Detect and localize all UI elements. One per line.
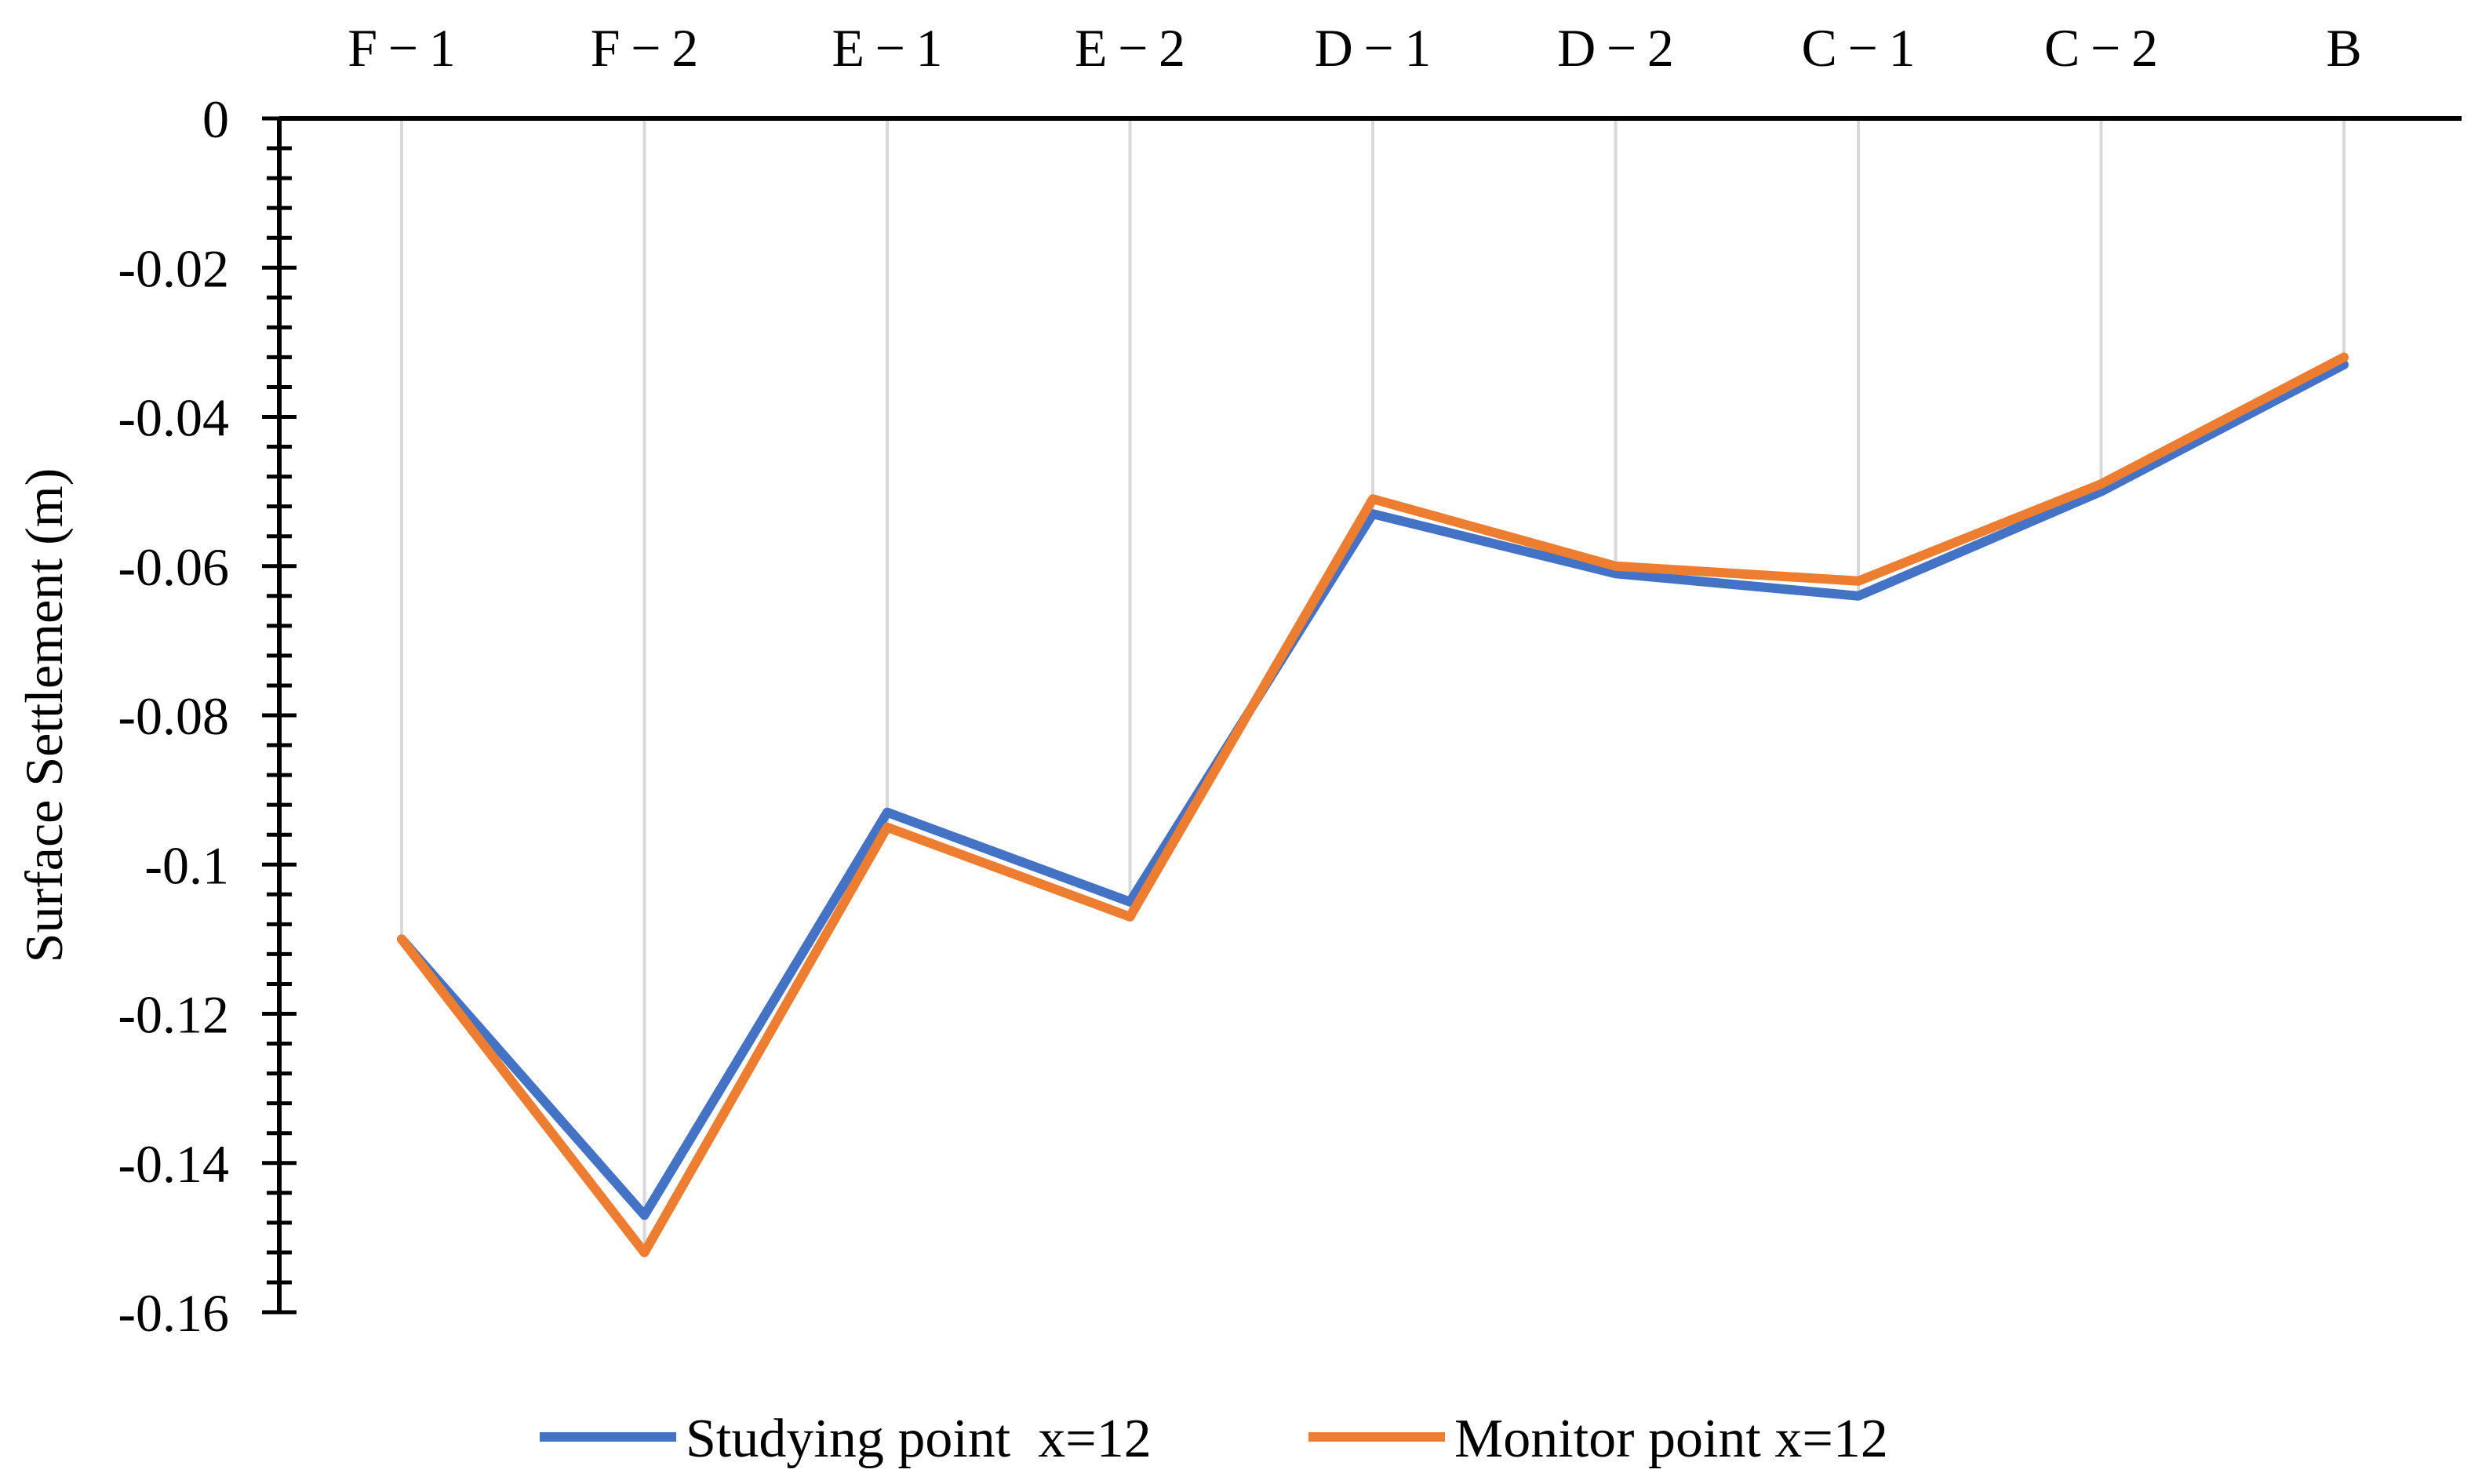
x-tick-label: D − 1 xyxy=(1315,18,1432,78)
series-line-1 xyxy=(397,359,2349,1220)
y-tick-label: -0.02 xyxy=(118,238,229,298)
x-tick-label: E − 2 xyxy=(1075,18,1185,78)
y-tick-label: -0.14 xyxy=(118,1134,229,1194)
x-tick-label: D − 2 xyxy=(1557,18,1674,78)
x-tick-label: B xyxy=(2326,18,2361,78)
y-tick-label: -0.04 xyxy=(118,388,229,448)
y-tick-label: 0 xyxy=(202,89,229,149)
y-axis: 0 -0.02 -0.04 -0.06 -0.08 -0.1 -0.12 -0.14 -0.16 xyxy=(118,89,297,1343)
y-tick-label: -0.08 xyxy=(118,686,229,746)
x-tick-label: F − 1 xyxy=(348,18,455,78)
vertical-gridlines xyxy=(400,118,2346,1253)
series-line-2 xyxy=(397,352,2349,1257)
y-tick-label: -0.16 xyxy=(118,1283,229,1343)
legend-label-2: Monitor point x=12 xyxy=(1454,1409,1888,1469)
y-tick-label: -0.1 xyxy=(144,835,229,895)
legend: Studying point x=12 Monitor point x=12 xyxy=(540,1409,1888,1469)
y-axis-title: Surface Settlement (m) xyxy=(14,468,74,963)
x-tick-label: C − 1 xyxy=(1802,18,1916,78)
series-lines xyxy=(397,352,2349,1257)
y-tick-label: -0.06 xyxy=(118,537,229,597)
legend-label-1: Studying point x=12 xyxy=(686,1409,1152,1469)
x-axis: F − 1 F − 2 E − 1 E − 2 D − 1 D − 2 C − 1 C − 2… xyxy=(279,18,2462,121)
x-tick-label: C − 2 xyxy=(2044,18,2158,78)
x-tick-label: F − 2 xyxy=(591,18,698,78)
y-tick-label: -0.12 xyxy=(118,985,229,1045)
x-tick-label: E − 1 xyxy=(832,18,942,78)
